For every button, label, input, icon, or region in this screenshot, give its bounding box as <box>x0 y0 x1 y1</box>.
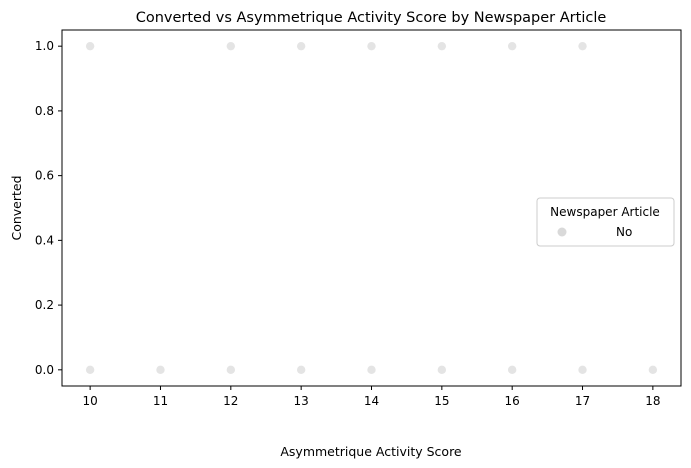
legend-entry-no: No <box>616 225 632 239</box>
y-axis-ticks: 0.0 0.2 0.4 0.6 0.8 1.0 <box>35 39 62 377</box>
data-point <box>296 41 306 51</box>
y-tick-label: 1.0 <box>35 39 54 53</box>
x-tick-label: 15 <box>434 394 449 408</box>
legend: Newspaper Article No <box>536 197 675 247</box>
y-tick-label: 0.8 <box>35 104 54 118</box>
y-axis-label: Converted <box>9 175 24 240</box>
x-axis-label: Asymmetrique Activity Score <box>280 444 462 459</box>
y-tick-label: 0.6 <box>35 169 54 183</box>
data-point <box>578 41 587 51</box>
data-point <box>85 365 95 375</box>
x-tick-label: 12 <box>223 394 238 408</box>
x-tick-label: 10 <box>82 394 97 408</box>
data-point <box>226 41 236 51</box>
x-tick-label: 17 <box>575 394 590 408</box>
data-point <box>226 365 236 375</box>
data-point <box>648 365 658 375</box>
legend-box <box>536 197 675 247</box>
data-point <box>578 365 587 375</box>
y-tick-label: 0.2 <box>35 298 54 312</box>
legend-title: Newspaper Article <box>550 205 660 219</box>
data-point <box>437 365 447 375</box>
data-point <box>507 41 517 51</box>
data-point <box>156 365 165 375</box>
chart-title: Converted vs Asymmetrique Activity Score… <box>136 10 607 26</box>
legend-marker-no <box>557 227 567 237</box>
x-tick-label: 16 <box>505 394 520 408</box>
x-tick-label: 18 <box>645 394 660 408</box>
data-point <box>507 365 517 375</box>
x-axis-ticks: 10 11 12 13 14 15 16 17 18 <box>82 386 661 408</box>
data-point <box>437 41 447 51</box>
x-tick-label: 14 <box>364 394 379 408</box>
x-tick-label: 11 <box>153 394 168 408</box>
data-point <box>296 365 306 375</box>
plot-points <box>85 41 658 375</box>
data-point <box>367 365 376 375</box>
x-tick-label: 13 <box>294 394 309 408</box>
data-point <box>85 41 95 51</box>
data-point <box>367 41 376 51</box>
y-tick-label: 0.0 <box>35 363 54 377</box>
y-tick-label: 0.4 <box>35 233 54 247</box>
